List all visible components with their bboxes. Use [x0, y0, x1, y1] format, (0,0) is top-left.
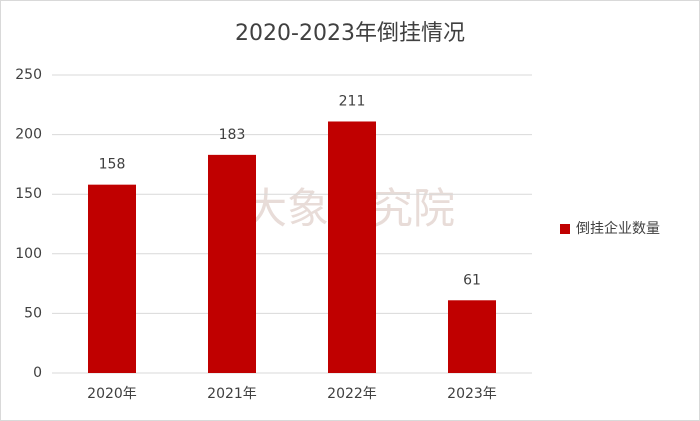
bar [208, 154, 256, 373]
data-label: 183 [219, 127, 246, 143]
y-tick-label: 150 [15, 186, 42, 202]
data-label: 158 [99, 157, 126, 173]
bar [328, 121, 376, 373]
chart-title: 2020-2023年倒挂情况 [235, 21, 465, 46]
legend-swatch [560, 224, 570, 234]
data-label: 61 [463, 272, 481, 288]
legend-label: 倒挂企业数量 [576, 220, 660, 237]
x-tick-label: 2022年 [327, 386, 377, 402]
bar [88, 184, 136, 373]
x-tick-label: 2023年 [447, 386, 497, 402]
x-tick-label: 2020年 [87, 386, 137, 402]
data-label: 211 [339, 93, 366, 109]
bar [448, 300, 496, 373]
y-tick-label: 50 [24, 305, 42, 321]
y-tick-label: 250 [15, 67, 42, 83]
x-tick-label: 2021年 [207, 386, 257, 402]
y-tick-label: 200 [15, 127, 42, 143]
y-tick-label: 100 [15, 246, 42, 262]
y-tick-label: 0 [33, 365, 42, 381]
